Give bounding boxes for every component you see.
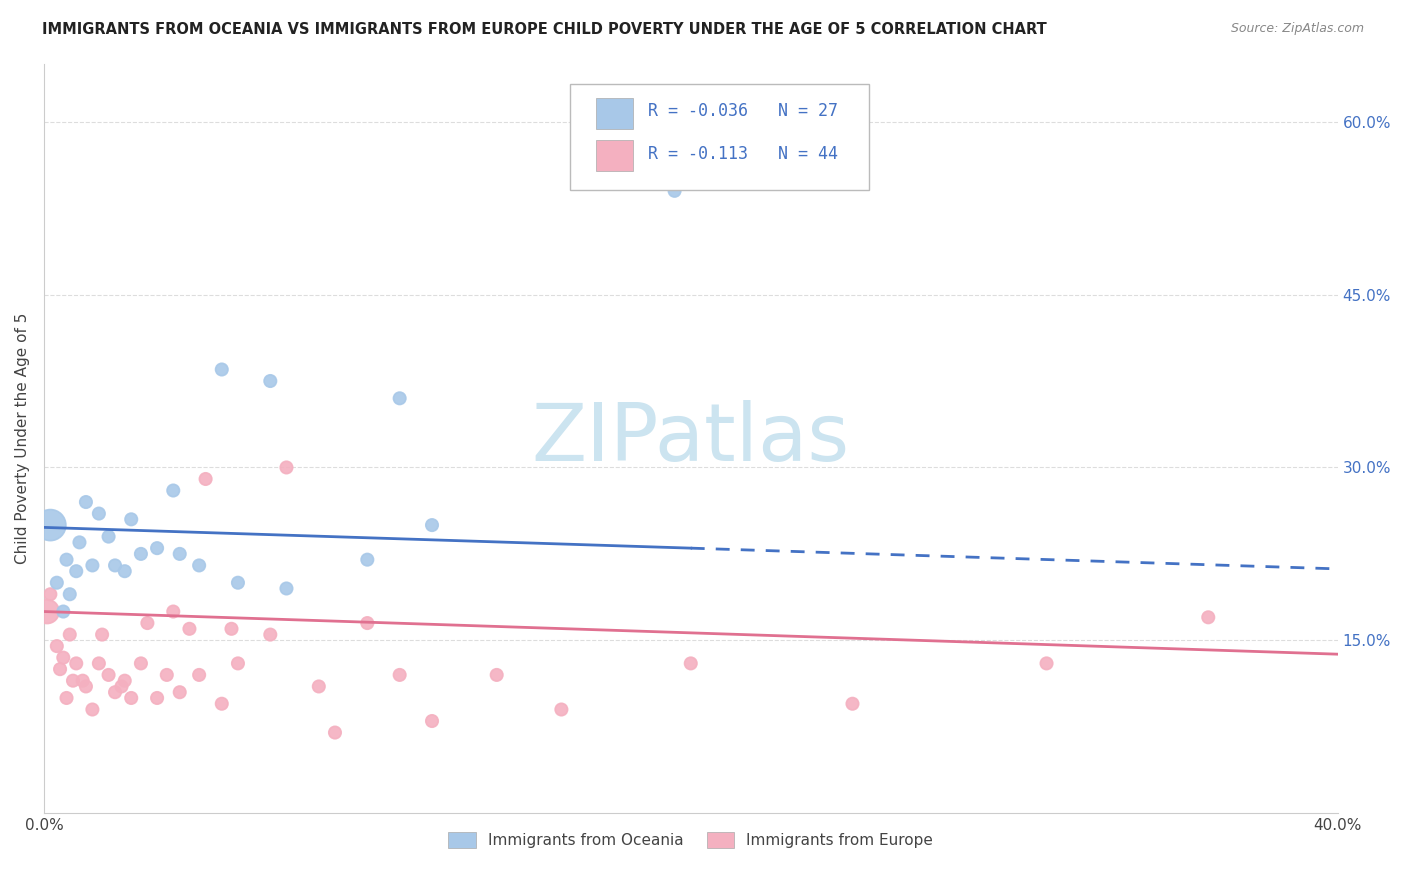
Point — [104, 558, 127, 573]
Y-axis label: Child Poverty Under the Age of 5: Child Poverty Under the Age of 5 — [15, 313, 30, 565]
Point — [59, 627, 82, 641]
Point — [97, 530, 120, 544]
Point — [45, 639, 67, 653]
Point — [120, 512, 142, 526]
Point — [55, 552, 77, 566]
Point — [110, 680, 132, 694]
Point — [146, 541, 169, 556]
Point — [146, 690, 169, 705]
Point — [136, 615, 159, 630]
Point — [162, 483, 184, 498]
Point — [356, 615, 378, 630]
Bar — [596, 98, 633, 129]
Point — [226, 575, 249, 590]
Point — [65, 657, 87, 671]
Point — [72, 673, 94, 688]
Point — [356, 552, 378, 566]
Point — [841, 697, 863, 711]
Point — [75, 495, 97, 509]
Point — [679, 657, 702, 671]
Point — [87, 507, 110, 521]
Point — [276, 582, 298, 596]
Point — [97, 668, 120, 682]
Point — [156, 668, 179, 682]
Point — [188, 668, 211, 682]
Point — [226, 657, 249, 671]
Point — [129, 657, 152, 671]
Point — [91, 627, 114, 641]
Point — [179, 622, 201, 636]
Point — [162, 605, 184, 619]
Point — [276, 460, 298, 475]
Point — [1035, 657, 1057, 671]
Point — [82, 558, 104, 573]
Text: Source: ZipAtlas.com: Source: ZipAtlas.com — [1230, 22, 1364, 36]
Text: R = -0.036   N = 27: R = -0.036 N = 27 — [648, 103, 838, 120]
Text: IMMIGRANTS FROM OCEANIA VS IMMIGRANTS FROM EUROPE CHILD POVERTY UNDER THE AGE OF: IMMIGRANTS FROM OCEANIA VS IMMIGRANTS FR… — [42, 22, 1047, 37]
Text: ZIPatlas: ZIPatlas — [531, 400, 849, 477]
Point — [550, 702, 572, 716]
Point — [45, 575, 67, 590]
Bar — [596, 140, 633, 171]
Point — [420, 518, 443, 533]
Point — [221, 622, 243, 636]
Point — [39, 587, 62, 601]
Point — [169, 547, 191, 561]
Point — [420, 714, 443, 728]
Text: R = -0.113   N = 44: R = -0.113 N = 44 — [648, 145, 838, 163]
Point — [120, 690, 142, 705]
Point — [259, 627, 281, 641]
FancyBboxPatch shape — [571, 84, 869, 190]
Point — [259, 374, 281, 388]
Point — [114, 564, 136, 578]
Point — [62, 673, 84, 688]
Point — [49, 662, 72, 676]
Point — [52, 650, 75, 665]
Point — [59, 587, 82, 601]
Point — [52, 605, 75, 619]
Point — [65, 564, 87, 578]
Point — [55, 690, 77, 705]
Point — [129, 547, 152, 561]
Point — [37, 605, 59, 619]
Point — [485, 668, 508, 682]
Point — [169, 685, 191, 699]
Point — [308, 680, 330, 694]
Point — [82, 702, 104, 716]
Point — [114, 673, 136, 688]
Point — [323, 725, 346, 739]
Point — [75, 680, 97, 694]
Point — [388, 668, 411, 682]
Point — [104, 685, 127, 699]
Point — [211, 362, 233, 376]
Point — [194, 472, 217, 486]
Point — [87, 657, 110, 671]
Point — [664, 184, 686, 198]
Point — [211, 697, 233, 711]
Point — [388, 392, 411, 406]
Legend: Immigrants from Oceania, Immigrants from Europe: Immigrants from Oceania, Immigrants from… — [443, 826, 939, 855]
Point — [69, 535, 91, 549]
Point — [188, 558, 211, 573]
Point — [1197, 610, 1219, 624]
Point — [39, 518, 62, 533]
